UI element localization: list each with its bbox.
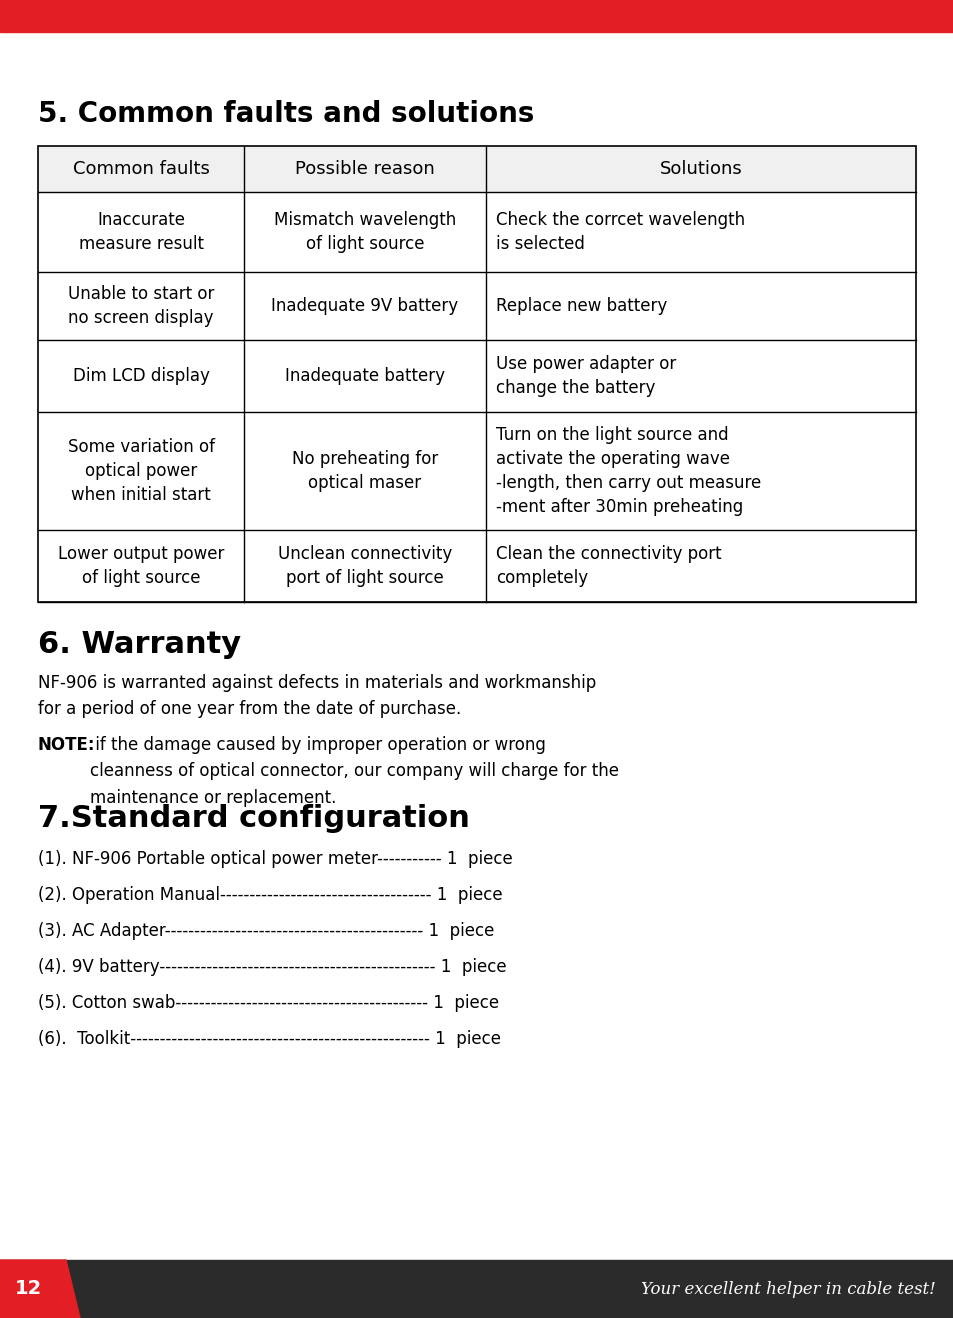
Text: Dim LCD display: Dim LCD display	[72, 366, 210, 385]
Text: Unable to start or
no screen display: Unable to start or no screen display	[68, 285, 214, 327]
Text: if the damage caused by improper operation or wrong
cleanness of optical connect: if the damage caused by improper operati…	[90, 735, 618, 807]
Text: Your excellent helper in cable test!: Your excellent helper in cable test!	[640, 1281, 935, 1297]
Text: Mismatch wavelength
of light source: Mismatch wavelength of light source	[274, 211, 456, 253]
Text: Inaccurate
measure result: Inaccurate measure result	[78, 211, 203, 253]
Text: Check the corrcet wavelength
is selected: Check the corrcet wavelength is selected	[496, 211, 744, 253]
Bar	[38, 146, 915, 602]
Text: NF-906 is warranted against defects in materials and workmanship
for a period of: NF-906 is warranted against defects in m…	[38, 673, 596, 718]
Text: Inadequate 9V battery: Inadequate 9V battery	[272, 297, 458, 315]
Text: Use power adapter or
change the battery: Use power adapter or change the battery	[496, 355, 676, 397]
Text: Inadequate battery: Inadequate battery	[285, 366, 445, 385]
Text: Possible reason: Possible reason	[294, 159, 435, 178]
Text: (3). AC Adapter-------------------------------------------- 1  piece: (3). AC Adapter-------------------------…	[38, 923, 494, 940]
Text: (2). Operation Manual------------------------------------ 1  piece: (2). Operation Manual-------------------…	[38, 886, 502, 904]
Text: NOTE:: NOTE:	[38, 735, 95, 754]
Text: Unclean connectivity
port of light source: Unclean connectivity port of light sourc…	[277, 544, 452, 587]
Text: Replace new battery: Replace new battery	[496, 297, 666, 315]
Bar	[0, 0, 953, 32]
Text: (4). 9V battery----------------------------------------------- 1  piece: (4). 9V battery-------------------------…	[38, 958, 506, 977]
Text: (1). NF-906 Portable optical power meter----------- 1  piece: (1). NF-906 Portable optical power meter…	[38, 850, 512, 869]
Text: (5). Cotton swab------------------------------------------- 1  piece: (5). Cotton swab------------------------…	[38, 994, 498, 1012]
Text: No preheating for
optical maser: No preheating for optical maser	[292, 449, 437, 492]
Text: 5. Common faults and solutions: 5. Common faults and solutions	[38, 100, 534, 128]
Text: 12: 12	[14, 1280, 42, 1298]
Text: Common faults: Common faults	[72, 159, 210, 178]
Text: Clean the connectivity port
completely: Clean the connectivity port completely	[496, 544, 720, 587]
Text: 6. Warranty: 6. Warranty	[38, 630, 241, 659]
Polygon shape	[0, 1260, 80, 1318]
Text: Some variation of
optical power
when initial start: Some variation of optical power when ini…	[68, 438, 214, 505]
Text: Solutions: Solutions	[659, 159, 741, 178]
Bar	[38, 146, 915, 192]
Text: Lower output power
of light source: Lower output power of light source	[58, 544, 224, 587]
Text: (6).  Toolkit--------------------------------------------------- 1  piece: (6). Toolkit----------------------------…	[38, 1029, 500, 1048]
Bar	[0, 1260, 953, 1318]
Text: 7.Standard configuration: 7.Standard configuration	[38, 804, 470, 833]
Text: Turn on the light source and
activate the operating wave
-length, then carry out: Turn on the light source and activate th…	[496, 426, 760, 517]
